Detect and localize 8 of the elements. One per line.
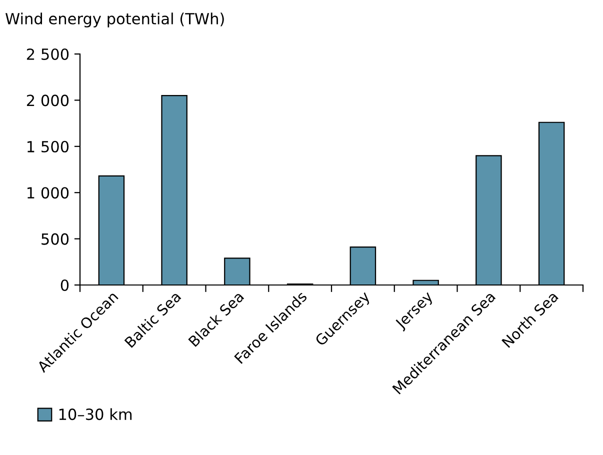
y-tick-label: 500 [42, 233, 69, 245]
y-tick-label: 2 500 [26, 48, 69, 60]
y-axis-title: Wind energy potential (TWh) [6, 12, 224, 28]
y-tick-label: 1 000 [28, 187, 69, 199]
y-tick-label: 2 000 [26, 94, 69, 106]
legend-label: 10–30 km [59, 408, 132, 420]
y-tick-label: 0 [60, 279, 69, 292]
y-tick-label: 1 500 [28, 140, 69, 152]
